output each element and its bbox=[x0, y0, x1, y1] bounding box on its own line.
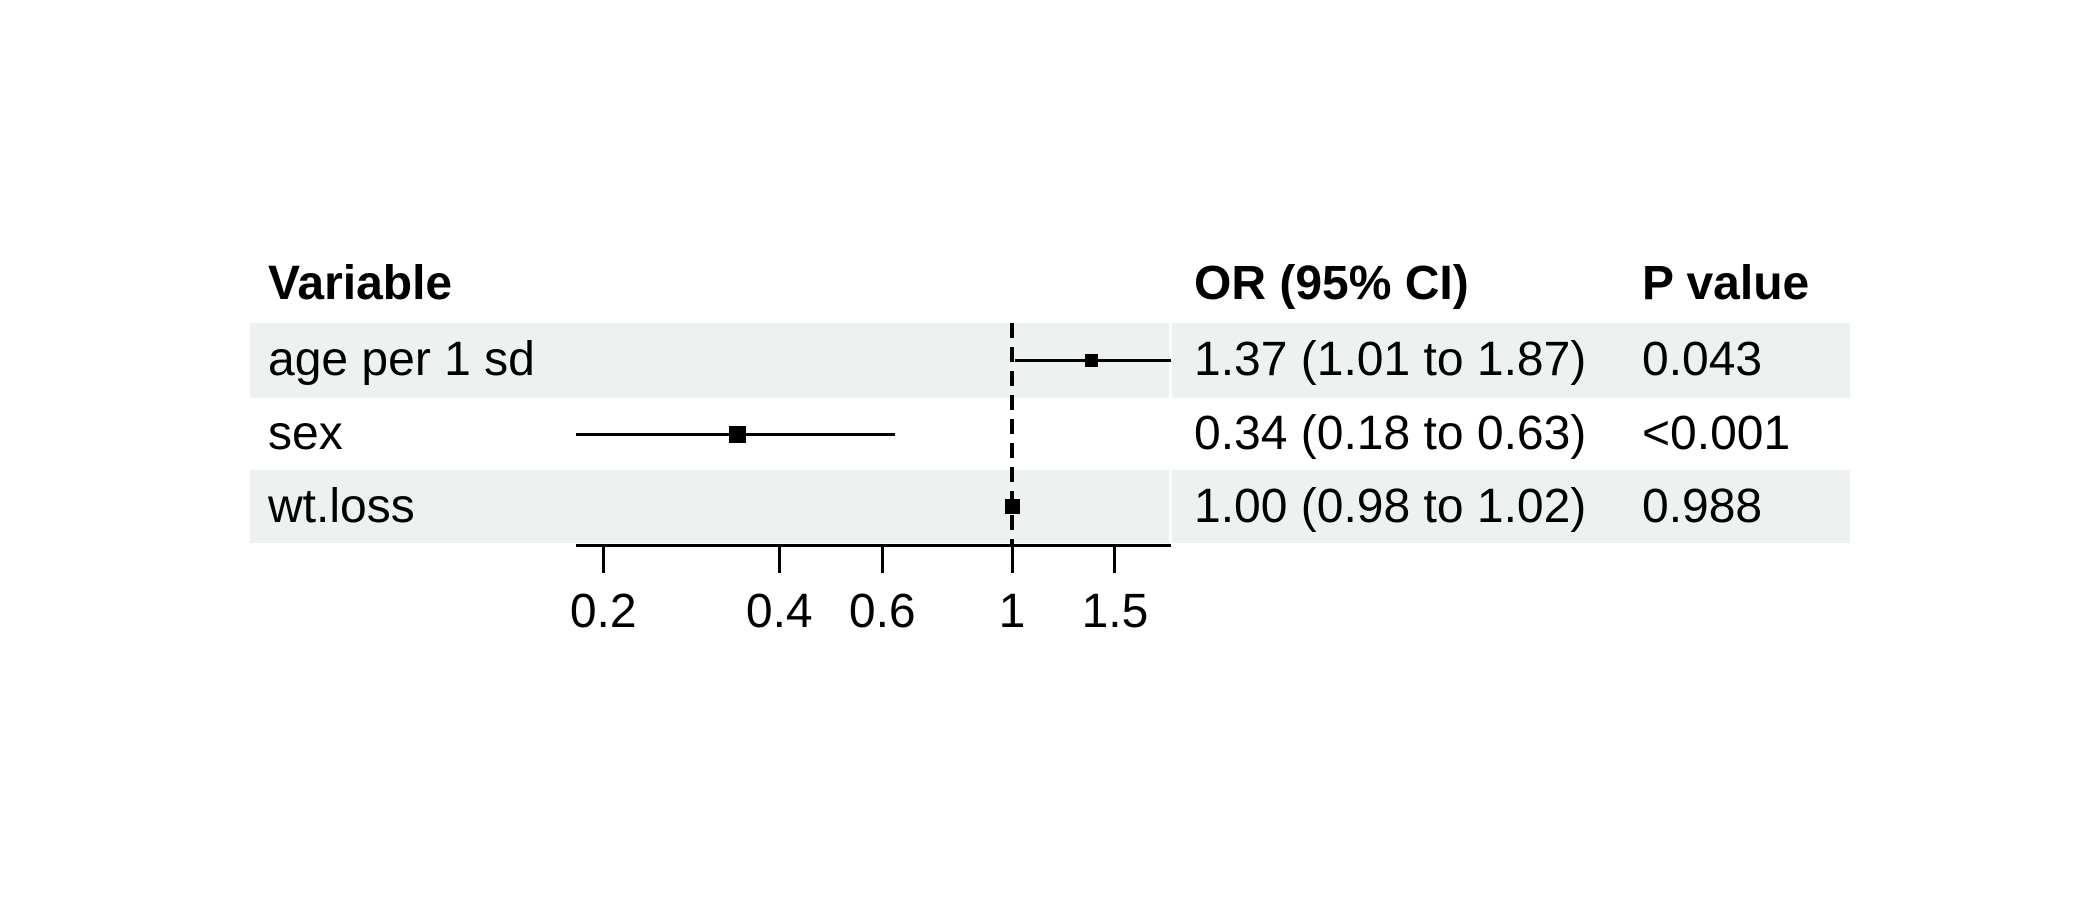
row-variable-label: age per 1 sd bbox=[268, 333, 535, 386]
or-point-marker bbox=[1004, 499, 1020, 514]
x-axis-tick-label: 0.6 bbox=[848, 585, 916, 638]
row-or-ci-value: 1.37 (1.01 to 1.87) bbox=[1194, 333, 1587, 386]
or-point-marker bbox=[729, 425, 747, 443]
column-header-or-ci: OR (95% CI) bbox=[1194, 257, 1469, 310]
row-variable-label: sex bbox=[268, 407, 343, 460]
x-axis-tick-label: 1 bbox=[998, 585, 1026, 638]
x-axis-tick-label: 0.4 bbox=[745, 585, 813, 638]
row-stripe bbox=[1172, 323, 1850, 398]
row-or-ci-value: 0.34 (0.18 to 0.63) bbox=[1194, 407, 1587, 460]
x-axis-tick bbox=[880, 544, 884, 573]
reference-line-or-1 bbox=[1010, 323, 1014, 546]
x-axis-tick bbox=[601, 544, 605, 573]
column-header-p-value: P value bbox=[1642, 257, 1810, 310]
column-header-variable: Variable bbox=[268, 257, 453, 310]
x-axis-tick bbox=[1010, 544, 1014, 573]
row-variable-label: wt.loss bbox=[268, 480, 415, 533]
or-point-marker bbox=[1085, 354, 1099, 367]
row-p-value: 0.988 bbox=[1642, 480, 1763, 533]
x-axis-tick-label: 1.5 bbox=[1081, 585, 1149, 638]
x-axis-tick bbox=[1113, 544, 1117, 573]
x-axis-line bbox=[576, 544, 1171, 547]
row-or-ci-value: 1.00 (0.98 to 1.02) bbox=[1194, 480, 1587, 533]
x-axis-tick bbox=[777, 544, 781, 573]
x-axis-tick-label: 0.2 bbox=[569, 585, 637, 638]
row-p-value: 0.043 bbox=[1642, 333, 1763, 386]
row-p-value: <0.001 bbox=[1642, 407, 1791, 460]
row-stripe bbox=[1172, 470, 1850, 543]
